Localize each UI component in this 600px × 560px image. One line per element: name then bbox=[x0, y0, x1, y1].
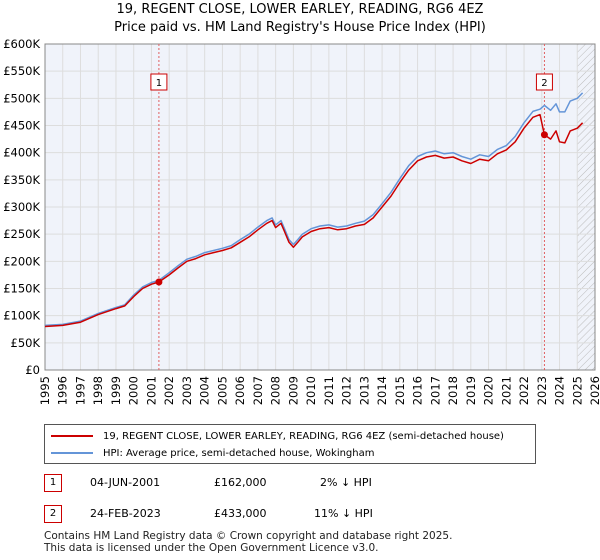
transaction-label-text: 2 bbox=[541, 78, 547, 89]
price-paid-line bbox=[44, 113, 584, 328]
x-tick-label: 2026 bbox=[588, 376, 600, 405]
transaction-price: £162,000 bbox=[214, 476, 267, 489]
chart-legend: 19, REGENT CLOSE, LOWER EARLEY, READING,… bbox=[44, 424, 536, 464]
x-tick-label: 2025 bbox=[570, 376, 584, 405]
transaction-price: £433,000 bbox=[214, 507, 267, 520]
x-tick-label: 2005 bbox=[215, 376, 229, 405]
y-tick-label: £250K bbox=[3, 227, 40, 241]
transaction-hpi-diff: 2% ↓ HPI bbox=[320, 476, 372, 489]
x-tick-label: 2008 bbox=[269, 376, 283, 405]
transaction-point bbox=[155, 278, 163, 286]
y-tick-label: £150K bbox=[3, 282, 40, 296]
price-chart: £0 £50K £100K £150K £200K £250K £300K £350K £400… bbox=[3, 37, 600, 405]
transaction-row: 2 24-FEB-2023 £433,000 11% ↓ HPI bbox=[44, 505, 564, 525]
x-tick-label: 2017 bbox=[428, 376, 442, 405]
x-tick-label: 2003 bbox=[180, 376, 194, 405]
x-tick-label: 1996 bbox=[56, 376, 70, 405]
y-tick-label: £0 bbox=[25, 363, 40, 377]
transaction-row: 1 04-JUN-2001 £162,000 2% ↓ HPI bbox=[44, 474, 564, 494]
x-tick-label: 2010 bbox=[304, 376, 318, 405]
y-tick-label: £300K bbox=[3, 200, 40, 214]
x-tick-label: 2013 bbox=[357, 376, 371, 405]
hpi-line bbox=[44, 92, 584, 327]
chart-title: 19, REGENT CLOSE, LOWER EARLEY, READING,… bbox=[116, 2, 484, 17]
x-tick-label: 2007 bbox=[251, 376, 265, 405]
plot-border bbox=[44, 43, 596, 371]
y-tick-label: £550K bbox=[3, 64, 40, 78]
transaction-label-box bbox=[150, 73, 168, 91]
legend-label-price: 19, REGENT CLOSE, LOWER EARLEY, READING,… bbox=[103, 430, 504, 442]
transaction-date: 24-FEB-2023 bbox=[90, 507, 161, 520]
transaction-badge: 2 bbox=[44, 505, 62, 523]
x-tick-label: 2024 bbox=[553, 376, 567, 405]
x-tick-label: 2023 bbox=[535, 376, 549, 405]
x-tick-label: 2009 bbox=[286, 376, 300, 405]
x-tick-label: 2011 bbox=[322, 376, 336, 405]
y-tick-label: £600K bbox=[3, 37, 40, 51]
y-tick-label: £500K bbox=[3, 91, 40, 105]
x-tick-label: 2018 bbox=[446, 376, 460, 405]
y-tick-label: £450K bbox=[3, 119, 40, 133]
y-tick-label: £400K bbox=[3, 146, 40, 160]
x-tick-label: 2004 bbox=[198, 376, 212, 405]
chart-subtitle: Price paid vs. HM Land Registry's House … bbox=[114, 20, 486, 35]
x-tick-label: 1997 bbox=[73, 376, 87, 405]
transaction-badge: 1 bbox=[44, 474, 62, 492]
x-tick-label: 2000 bbox=[127, 376, 141, 405]
x-tick-label: 2012 bbox=[340, 376, 354, 405]
x-tick-label: 2016 bbox=[411, 376, 425, 405]
legend-swatch-hpi bbox=[51, 452, 93, 454]
transaction-date: 04-JUN-2001 bbox=[90, 476, 161, 489]
y-tick-label: £100K bbox=[3, 309, 40, 323]
legend-item-hpi: HPI: Average price, semi-detached house,… bbox=[51, 445, 374, 461]
x-tick-label: 2006 bbox=[233, 376, 247, 405]
footer-licence: This data is licensed under the Open Gov… bbox=[44, 542, 379, 554]
x-tick-label: 1998 bbox=[91, 376, 105, 405]
footer-copyright: Contains HM Land Registry data © Crown c… bbox=[44, 530, 453, 542]
y-tick-label: £50K bbox=[11, 336, 41, 350]
legend-item-price: 19, REGENT CLOSE, LOWER EARLEY, READING,… bbox=[51, 428, 504, 444]
transaction-point bbox=[540, 131, 548, 139]
x-tick-label: 2001 bbox=[144, 376, 158, 405]
transaction-label-text: 1 bbox=[156, 78, 162, 89]
y-tick-label: £350K bbox=[3, 173, 40, 187]
x-tick-label: 1999 bbox=[109, 376, 123, 405]
legend-swatch-price bbox=[51, 435, 93, 437]
x-tick-label: 2014 bbox=[375, 376, 389, 405]
x-tick-label: 1995 bbox=[38, 376, 52, 405]
y-tick-label: £200K bbox=[3, 254, 40, 268]
x-tick-label: 2020 bbox=[482, 376, 496, 405]
x-tick-label: 2002 bbox=[162, 376, 176, 405]
x-tick-label: 2015 bbox=[393, 376, 407, 405]
legend-label-hpi: HPI: Average price, semi-detached house,… bbox=[103, 447, 375, 459]
transaction-hpi-diff: 11% ↓ HPI bbox=[314, 507, 373, 520]
x-tick-label: 2022 bbox=[517, 376, 531, 405]
x-tick-label: 2019 bbox=[464, 376, 478, 405]
transaction-label-box bbox=[535, 73, 553, 91]
x-tick-label: 2021 bbox=[499, 376, 513, 405]
